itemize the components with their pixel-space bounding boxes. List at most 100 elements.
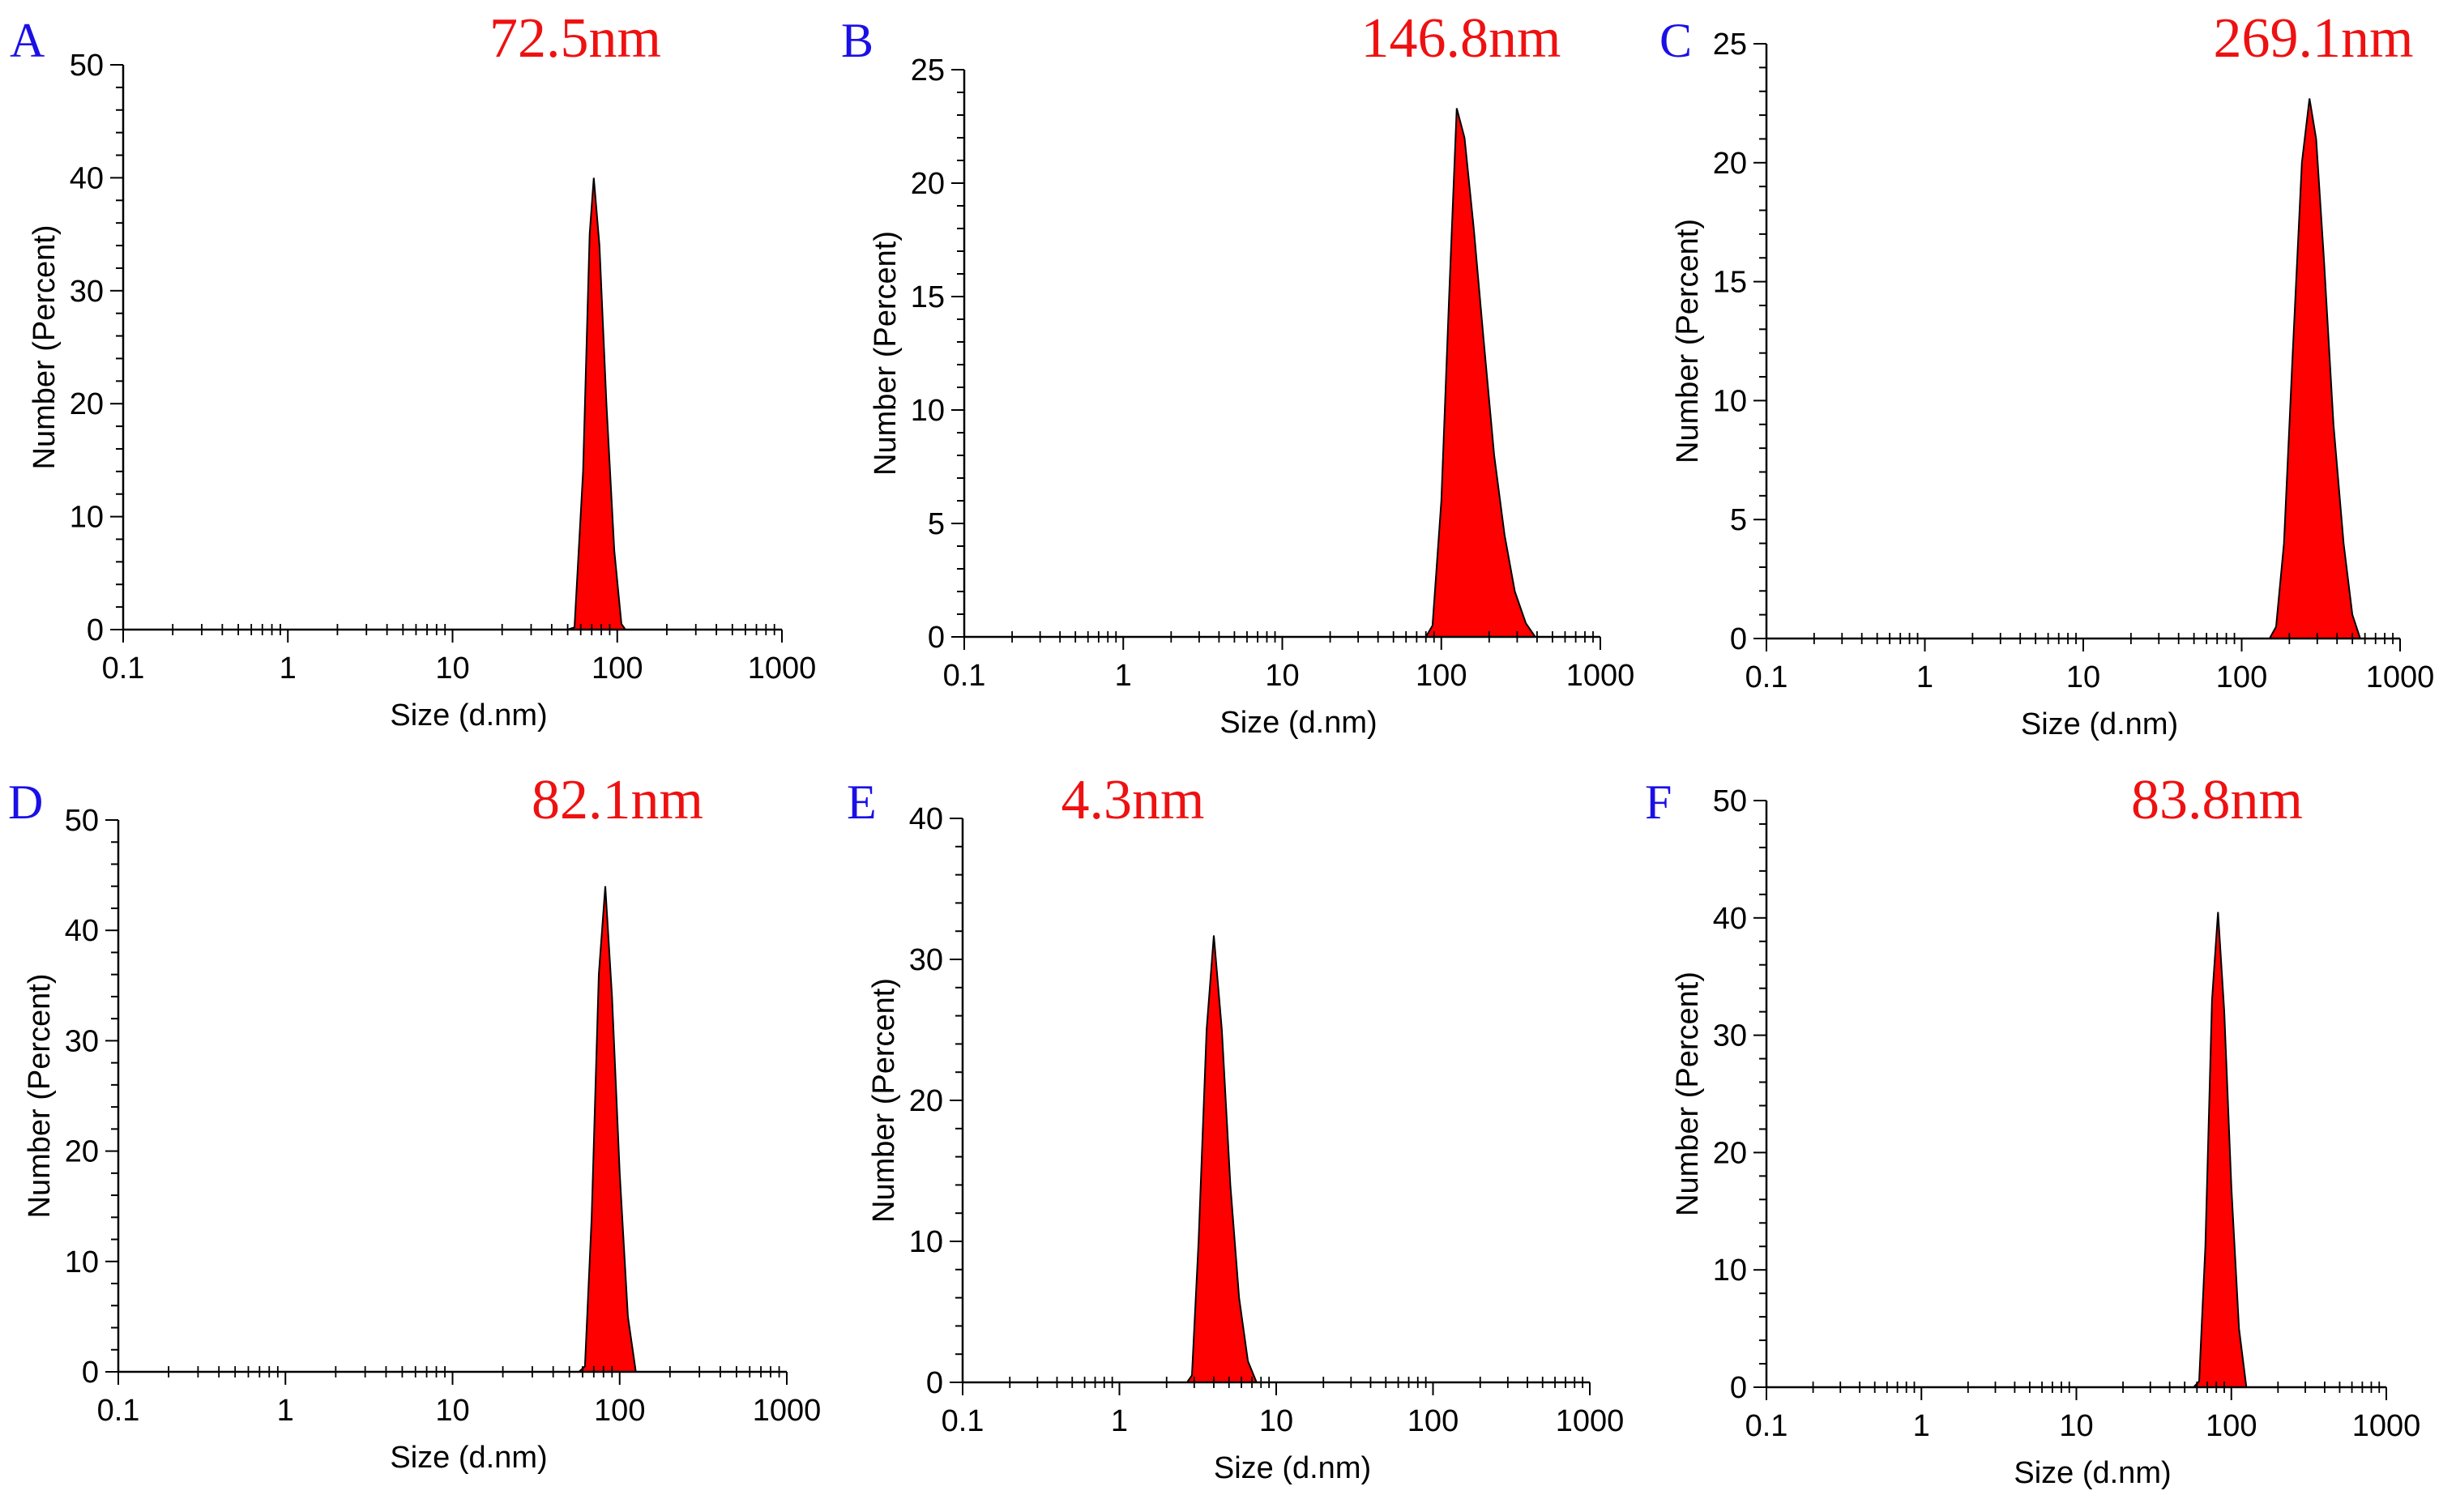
y-tick-label: 30 [70,275,104,309]
y-tick-label: 20 [909,1084,943,1118]
distribution-area [1860,912,2386,1388]
panel-letter: E [847,775,877,829]
y-tick-label: 25 [1713,28,1747,62]
x-axis-label: Size (d.nm) [2014,1456,2171,1490]
x-tick-label: 10 [435,651,469,686]
x-tick-label: 1000 [1556,1404,1625,1438]
x-tick-label: 100 [1416,659,1467,693]
y-tick-label: 10 [70,501,104,535]
x-tick-label: 0.1 [97,1394,140,1428]
x-axis-label: Size (d.nm) [390,698,547,733]
x-tick-label: 1 [1916,660,1933,694]
x-tick-label: 100 [592,651,643,686]
x-tick-label: 0.1 [1745,1409,1788,1443]
y-tick-label: 10 [911,394,945,428]
y-tick-label: 0 [928,621,945,655]
x-tick-label: 1 [1913,1409,1930,1443]
panel-letter: B [841,14,873,67]
x-tick-label: 1 [1115,659,1132,693]
x-tick-label: 100 [2206,1409,2257,1443]
y-tick-label: 20 [1713,147,1747,181]
panel-letter: A [10,14,45,67]
y-tick-label: 10 [65,1245,99,1279]
y-axis-label: Number (Percent) [869,231,903,476]
y-tick-label: 50 [1713,784,1747,818]
x-tick-label: 100 [594,1394,645,1428]
y-tick-label: 30 [909,943,943,977]
y-tick-label: 50 [70,49,104,83]
x-tick-label: 0.1 [102,651,145,686]
chart-panel-a: 0 10 20 30 40 50 0.1 1 10 100 1000 Size (d.nm) Numbe… [10,7,816,733]
y-tick-label: 0 [82,1356,99,1390]
mean-size-label: 146.8nm [1361,7,1561,70]
y-tick-label: 40 [909,802,943,836]
y-tick-label: 10 [1713,1254,1747,1288]
x-tick-label: 0.1 [1745,660,1788,694]
x-tick-label: 0.1 [942,1404,985,1438]
x-tick-label: 1000 [753,1394,822,1428]
y-tick-label: 20 [911,167,945,201]
y-tick-label: 20 [1713,1136,1747,1170]
distribution-area [219,886,787,1373]
y-tick-label: 15 [911,280,945,314]
panel-letter: D [8,775,43,829]
y-tick-label: 10 [1713,384,1747,418]
y-tick-label: 0 [1730,1371,1747,1405]
y-tick-label: 40 [70,161,104,195]
x-tick-label: 10 [2066,660,2100,694]
distribution-area [222,177,782,630]
y-axis-label: Number (Percent) [1671,219,1705,463]
mean-size-label: 72.5nm [489,7,661,70]
y-tick-label: 5 [1730,503,1747,537]
mean-size-label: 4.3nm [1061,769,1205,831]
y-tick-label: 20 [65,1135,99,1169]
y-tick-label: 0 [926,1366,943,1400]
y-tick-label: 25 [911,53,945,88]
x-tick-label: 1000 [748,651,817,686]
x-axis-label: Size (d.nm) [390,1441,547,1475]
x-tick-label: 1 [277,1394,294,1428]
panel-letter: C [1659,14,1692,67]
x-tick-label: 10 [2059,1409,2093,1443]
x-tick-label: 10 [435,1394,469,1428]
x-tick-label: 10 [1259,1404,1293,1438]
x-axis-label: Size (d.nm) [2021,707,2178,741]
distribution-area [1861,98,2400,639]
chart-panel-d: 0 10 20 30 40 50 0.1 1 10 100 1000 Size (d.nm) Numbe… [8,769,821,1475]
chart-panel-e: 0 10 20 30 40 0.1 1 10 100 1000 Size (d.nm) Number … [847,769,1624,1485]
distribution-area [1060,108,1600,638]
y-tick-label: 5 [928,507,945,541]
x-tick-label: 1000 [2366,660,2435,694]
y-axis-label: Number (Percent) [1671,972,1705,1216]
x-axis-label: Size (d.nm) [1219,706,1377,740]
y-tick-label: 40 [1713,902,1747,936]
y-tick-label: 50 [65,804,99,838]
y-tick-label: 20 [70,387,104,421]
y-axis-label: Number (Percent) [23,974,57,1219]
x-tick-label: 100 [1407,1404,1459,1438]
y-tick-label: 30 [1713,1019,1747,1053]
distribution-area [1057,935,1590,1383]
y-tick-label: 0 [1730,622,1747,656]
x-tick-label: 1000 [2352,1409,2421,1443]
mean-size-label: 82.1nm [532,769,703,831]
y-tick-label: 0 [87,613,104,647]
mean-size-label: 269.1nm [2214,7,2414,70]
x-tick-label: 100 [2216,660,2267,694]
chart-panel-b: 0 5 10 15 20 25 0.1 1 10 100 1000 Size (d.nm) Number… [841,7,1634,740]
x-tick-label: 0.1 [943,659,986,693]
y-tick-label: 10 [909,1225,943,1259]
y-tick-label: 40 [65,914,99,948]
y-tick-label: 15 [1713,266,1747,300]
y-tick-label: 30 [65,1024,99,1058]
chart-panel-f: 0 10 20 30 40 50 0.1 1 10 100 1000 Size (d.nm) Numbe… [1645,769,2420,1490]
chart-panel-c: 0 5 10 15 20 25 0.1 1 10 100 1000 Size (d.nm) Number… [1659,7,2434,741]
x-tick-label: 1 [1111,1404,1128,1438]
x-axis-label: Size (d.nm) [1214,1451,1371,1485]
x-tick-label: 10 [1265,659,1299,693]
y-axis-label: Number (Percent) [867,978,901,1223]
panel-letter: F [1645,775,1672,829]
x-tick-label: 1000 [1566,659,1635,693]
y-axis-label: Number (Percent) [28,225,62,470]
